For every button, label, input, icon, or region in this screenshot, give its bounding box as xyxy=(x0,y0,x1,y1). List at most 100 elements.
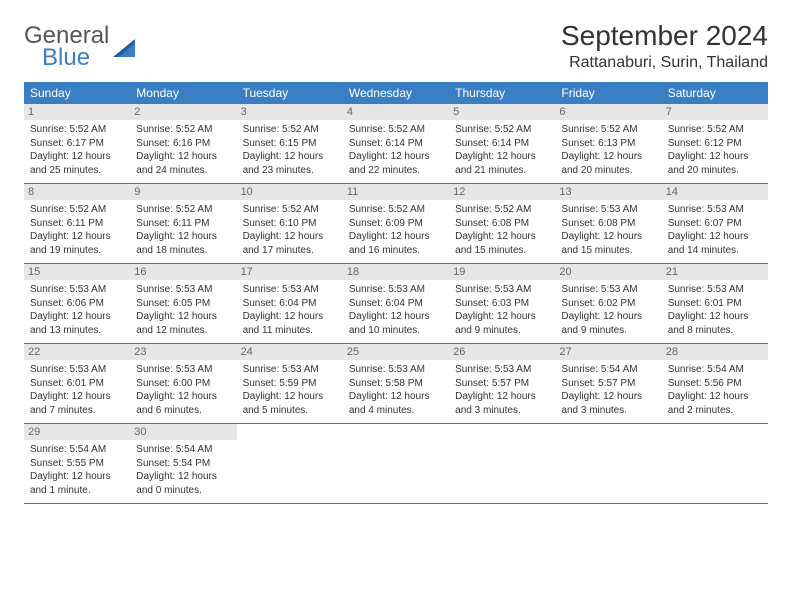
day-number: 29 xyxy=(24,424,130,440)
day-number: 3 xyxy=(237,104,343,120)
day-number: 14 xyxy=(662,184,768,200)
daylight-text-2: and 20 minutes. xyxy=(668,164,762,178)
calendar-cell: 2Sunrise: 5:52 AMSunset: 6:16 PMDaylight… xyxy=(130,104,236,183)
sunset-text: Sunset: 5:59 PM xyxy=(243,377,337,391)
day-number: 23 xyxy=(130,344,236,360)
calendar-cell: 10Sunrise: 5:52 AMSunset: 6:10 PMDayligh… xyxy=(237,184,343,263)
calendar-week: 15Sunrise: 5:53 AMSunset: 6:06 PMDayligh… xyxy=(24,264,768,344)
logo-text-blue: Blue xyxy=(42,46,109,70)
calendar-cell: 4Sunrise: 5:52 AMSunset: 6:14 PMDaylight… xyxy=(343,104,449,183)
daylight-text-2: and 21 minutes. xyxy=(455,164,549,178)
sunrise-text: Sunrise: 5:52 AM xyxy=(243,203,337,217)
daylight-text-1: Daylight: 12 hours xyxy=(668,390,762,404)
sunset-text: Sunset: 6:03 PM xyxy=(455,297,549,311)
sunset-text: Sunset: 5:58 PM xyxy=(349,377,443,391)
daylight-text-1: Daylight: 12 hours xyxy=(30,470,124,484)
calendar-cell: 16Sunrise: 5:53 AMSunset: 6:05 PMDayligh… xyxy=(130,264,236,343)
calendar-cell: 12Sunrise: 5:52 AMSunset: 6:08 PMDayligh… xyxy=(449,184,555,263)
daylight-text-1: Daylight: 12 hours xyxy=(243,310,337,324)
calendar-cell: 6Sunrise: 5:52 AMSunset: 6:13 PMDaylight… xyxy=(555,104,661,183)
sunset-text: Sunset: 5:54 PM xyxy=(136,457,230,471)
sunset-text: Sunset: 6:16 PM xyxy=(136,137,230,151)
daylight-text-1: Daylight: 12 hours xyxy=(561,150,655,164)
day-number: 1 xyxy=(24,104,130,120)
calendar-cell: 25Sunrise: 5:53 AMSunset: 5:58 PMDayligh… xyxy=(343,344,449,423)
day-number: 4 xyxy=(343,104,449,120)
calendar-cell: 14Sunrise: 5:53 AMSunset: 6:07 PMDayligh… xyxy=(662,184,768,263)
daylight-text-1: Daylight: 12 hours xyxy=(455,150,549,164)
weekday-wednesday: Wednesday xyxy=(343,82,449,104)
day-number: 16 xyxy=(130,264,236,280)
daylight-text-2: and 14 minutes. xyxy=(668,244,762,258)
sunrise-text: Sunrise: 5:52 AM xyxy=(136,123,230,137)
sunset-text: Sunset: 6:02 PM xyxy=(561,297,655,311)
daylight-text-2: and 6 minutes. xyxy=(136,404,230,418)
calendar-cell: 19Sunrise: 5:53 AMSunset: 6:03 PMDayligh… xyxy=(449,264,555,343)
daylight-text-1: Daylight: 12 hours xyxy=(136,390,230,404)
sunset-text: Sunset: 6:05 PM xyxy=(136,297,230,311)
day-number: 2 xyxy=(130,104,236,120)
weekday-friday: Friday xyxy=(555,82,661,104)
weekday-sunday: Sunday xyxy=(24,82,130,104)
sunrise-text: Sunrise: 5:53 AM xyxy=(349,283,443,297)
day-number: 6 xyxy=(555,104,661,120)
day-number: 7 xyxy=(662,104,768,120)
calendar-cell: 15Sunrise: 5:53 AMSunset: 6:06 PMDayligh… xyxy=(24,264,130,343)
location-text: Rattanaburi, Surin, Thailand xyxy=(561,54,768,72)
daylight-text-1: Daylight: 12 hours xyxy=(243,390,337,404)
sunrise-text: Sunrise: 5:53 AM xyxy=(668,203,762,217)
sunset-text: Sunset: 6:00 PM xyxy=(136,377,230,391)
calendar-cell: 9Sunrise: 5:52 AMSunset: 6:11 PMDaylight… xyxy=(130,184,236,263)
calendar-cell: 8Sunrise: 5:52 AMSunset: 6:11 PMDaylight… xyxy=(24,184,130,263)
calendar-week: 1Sunrise: 5:52 AMSunset: 6:17 PMDaylight… xyxy=(24,104,768,184)
calendar-cell: 22Sunrise: 5:53 AMSunset: 6:01 PMDayligh… xyxy=(24,344,130,423)
calendar-week: 8Sunrise: 5:52 AMSunset: 6:11 PMDaylight… xyxy=(24,184,768,264)
weekday-saturday: Saturday xyxy=(662,82,768,104)
daylight-text-2: and 9 minutes. xyxy=(561,324,655,338)
sunset-text: Sunset: 5:57 PM xyxy=(561,377,655,391)
daylight-text-2: and 1 minute. xyxy=(30,484,124,498)
sunrise-text: Sunrise: 5:54 AM xyxy=(668,363,762,377)
weekday-monday: Monday xyxy=(130,82,236,104)
sunset-text: Sunset: 6:08 PM xyxy=(455,217,549,231)
day-number: 10 xyxy=(237,184,343,200)
logo: General Blue xyxy=(24,24,139,70)
day-number: 9 xyxy=(130,184,236,200)
sunrise-text: Sunrise: 5:54 AM xyxy=(561,363,655,377)
day-number: 22 xyxy=(24,344,130,360)
calendar-body: 1Sunrise: 5:52 AMSunset: 6:17 PMDaylight… xyxy=(24,104,768,504)
daylight-text-1: Daylight: 12 hours xyxy=(455,390,549,404)
day-number: 20 xyxy=(555,264,661,280)
calendar-cell: 5Sunrise: 5:52 AMSunset: 6:14 PMDaylight… xyxy=(449,104,555,183)
daylight-text-1: Daylight: 12 hours xyxy=(455,230,549,244)
weekday-tuesday: Tuesday xyxy=(237,82,343,104)
sunrise-text: Sunrise: 5:53 AM xyxy=(561,283,655,297)
sunset-text: Sunset: 6:11 PM xyxy=(136,217,230,231)
calendar-cell: 30Sunrise: 5:54 AMSunset: 5:54 PMDayligh… xyxy=(130,424,236,503)
sunset-text: Sunset: 6:17 PM xyxy=(30,137,124,151)
sunrise-text: Sunrise: 5:52 AM xyxy=(136,203,230,217)
day-number: 18 xyxy=(343,264,449,280)
calendar-cell: 26Sunrise: 5:53 AMSunset: 5:57 PMDayligh… xyxy=(449,344,555,423)
calendar-cell: 18Sunrise: 5:53 AMSunset: 6:04 PMDayligh… xyxy=(343,264,449,343)
daylight-text-1: Daylight: 12 hours xyxy=(668,310,762,324)
daylight-text-2: and 18 minutes. xyxy=(136,244,230,258)
daylight-text-1: Daylight: 12 hours xyxy=(243,150,337,164)
daylight-text-1: Daylight: 12 hours xyxy=(30,310,124,324)
day-number: 30 xyxy=(130,424,236,440)
calendar-cell: 17Sunrise: 5:53 AMSunset: 6:04 PMDayligh… xyxy=(237,264,343,343)
daylight-text-1: Daylight: 12 hours xyxy=(30,230,124,244)
title-block: September 2024 Rattanaburi, Surin, Thail… xyxy=(561,20,768,72)
header: General Blue September 2024 Rattanaburi,… xyxy=(24,20,768,72)
calendar: Sunday Monday Tuesday Wednesday Thursday… xyxy=(24,82,768,504)
sunrise-text: Sunrise: 5:53 AM xyxy=(561,203,655,217)
daylight-text-1: Daylight: 12 hours xyxy=(455,310,549,324)
daylight-text-1: Daylight: 12 hours xyxy=(30,150,124,164)
sunrise-text: Sunrise: 5:52 AM xyxy=(349,123,443,137)
daylight-text-1: Daylight: 12 hours xyxy=(561,230,655,244)
day-number: 27 xyxy=(555,344,661,360)
daylight-text-2: and 7 minutes. xyxy=(30,404,124,418)
daylight-text-1: Daylight: 12 hours xyxy=(668,150,762,164)
sunrise-text: Sunrise: 5:53 AM xyxy=(243,363,337,377)
calendar-cell: 1Sunrise: 5:52 AMSunset: 6:17 PMDaylight… xyxy=(24,104,130,183)
